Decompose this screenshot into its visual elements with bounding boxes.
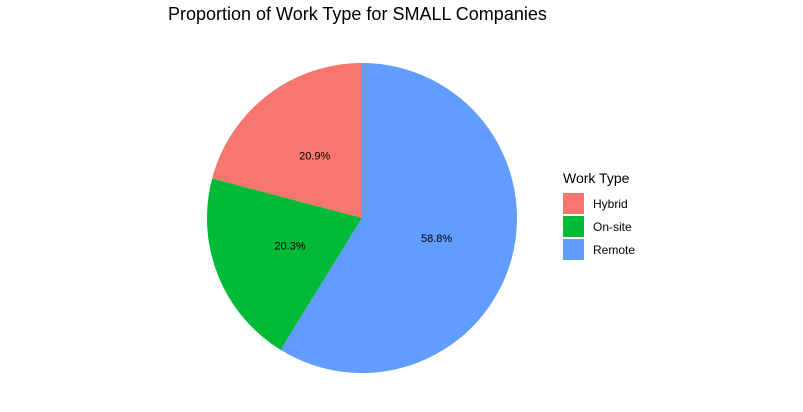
legend-item-hybrid: Hybrid (563, 192, 635, 215)
pie-label-remote: 58.8% (421, 233, 452, 245)
legend-item-remote: Remote (563, 238, 635, 261)
pie-slice-on-site (207, 178, 362, 350)
legend-title: Work Type (563, 170, 630, 186)
chart-title: Proportion of Work Type for SMALL Compan… (168, 4, 547, 24)
legend-swatch-hybrid (563, 193, 584, 214)
legend-swatch-remote (563, 239, 584, 260)
legend-item-on-site: On-site (563, 215, 635, 238)
legend-label-hybrid: Hybrid (593, 196, 628, 211)
legend-swatch-on-site (563, 216, 584, 237)
pie-slice-hybrid (212, 63, 362, 218)
pie-label-hybrid: 20.9% (299, 151, 330, 163)
pie-slice-remote (280, 63, 517, 374)
legend-label-on-site: On-site (593, 219, 632, 234)
pie-label-on-site: 20.3% (274, 241, 305, 253)
legend-label-remote: Remote (593, 242, 636, 257)
legend: Work Type Hybrid On-site Remote (563, 170, 635, 261)
